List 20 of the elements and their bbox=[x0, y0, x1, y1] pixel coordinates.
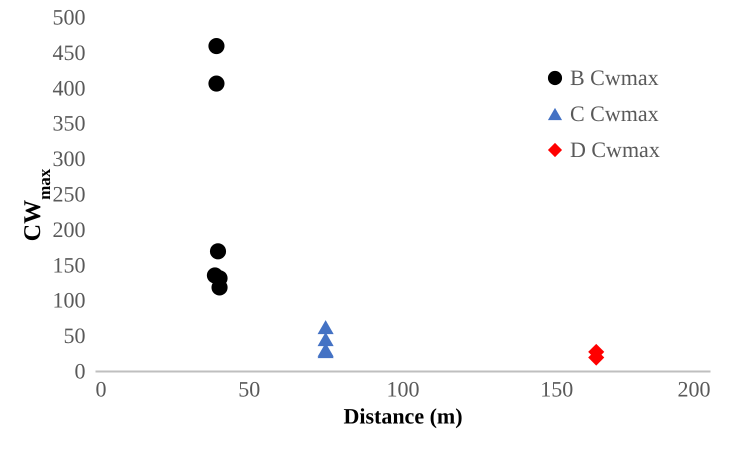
y-tick-label: 350 bbox=[52, 110, 86, 136]
x-tick-label: 150 bbox=[540, 376, 574, 402]
y-tick-label: 250 bbox=[52, 182, 86, 206]
y-tick-label: 100 bbox=[52, 288, 86, 313]
y-tick-label: 200 bbox=[52, 216, 86, 242]
y-tick-label: 50 bbox=[64, 323, 86, 348]
legend-label: D Cwmax bbox=[570, 137, 660, 162]
x-tick-label: 0 bbox=[96, 376, 106, 402]
y-tick-label: 400 bbox=[52, 75, 86, 100]
x-tick-label: 50 bbox=[238, 376, 260, 402]
y-tick-label: 0 bbox=[74, 358, 86, 384]
y-tick-label: 450 bbox=[52, 40, 86, 65]
y-tick-label: 300 bbox=[52, 146, 86, 172]
x-axis-title: Distance (m) bbox=[343, 404, 463, 428]
y-tick-label: 500 bbox=[52, 4, 86, 30]
legend-label: B Cwmax bbox=[570, 65, 659, 90]
legend-label: C Cwmax bbox=[570, 101, 659, 126]
x-tick-label: 100 bbox=[386, 376, 420, 402]
x-tick-label: 200 bbox=[678, 376, 710, 402]
y-tick-label: 150 bbox=[52, 252, 86, 278]
